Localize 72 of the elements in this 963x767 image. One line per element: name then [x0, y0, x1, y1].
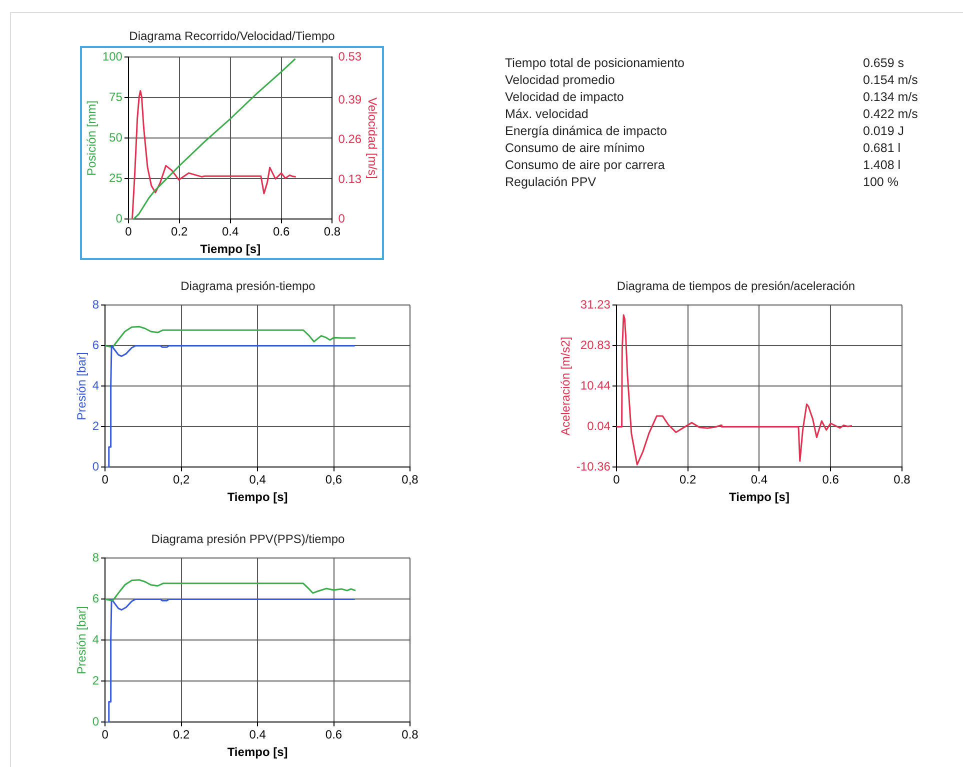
text: Máx. velocidad	[505, 107, 590, 121]
x-tick-label: 0,6	[325, 472, 342, 487]
text: Velocidad promedio	[505, 73, 616, 87]
x-axis-title: Tiempo [s]	[227, 490, 288, 504]
x-tick-label: 0.8	[402, 728, 419, 742]
y-tick-label: 0.04	[587, 419, 611, 434]
y-tick-label: 0	[92, 460, 100, 474]
x-tick-label: 0.6	[822, 472, 840, 487]
x-tick-label: 0.8	[324, 224, 341, 239]
text: 0.154 m/s	[863, 73, 919, 87]
x-axis-title: Tiempo [s]	[728, 490, 790, 504]
chart-title: Diagrama Recorrido/Velocidad/Tiempo	[128, 28, 336, 45]
y-tick-label: 20.83	[580, 338, 611, 352]
y-tick-label: 50	[109, 130, 123, 145]
text: Tiempo total de posicionamiento	[505, 56, 686, 70]
y-tick-label: 2	[92, 419, 100, 434]
x-tick-label: 0.4	[222, 224, 239, 239]
x-tick-label: 0,2	[172, 472, 190, 487]
x-tick-label: 0	[125, 224, 132, 239]
y-tick-label: 100	[102, 50, 123, 64]
text: 0.681 l	[863, 141, 902, 155]
y-tick-label: 10.44	[580, 378, 611, 392]
x-tick-label: 0	[613, 472, 620, 487]
y-axis-title: Presión [bar]	[74, 352, 89, 420]
chart-title: Diagrama presión-tiempo	[180, 278, 316, 295]
y-tick-label: 0	[92, 714, 100, 729]
y-axis-title: Posición [mm]	[84, 100, 99, 176]
y2-axis-title: Velocidad [m/s]	[365, 98, 380, 179]
text: Velocidad de impacto	[505, 90, 625, 104]
y-tick-label: -10.36	[576, 460, 611, 474]
y2-tick-label: 0.26	[338, 132, 362, 146]
x-tick-label: 0.6	[272, 224, 290, 239]
x-tick-label: 0,8	[402, 472, 419, 487]
y-tick-label: 6	[92, 338, 100, 352]
y-tick-label: 75	[109, 90, 123, 104]
x-tick-label: 0.2	[679, 472, 696, 487]
y-tick-label: 8	[92, 550, 100, 565]
text: 0.019 J	[863, 124, 906, 138]
y2-tick-label: 0.39	[338, 92, 362, 106]
y2-tick-label: 0	[338, 212, 346, 226]
y-axis-title: Aceleración [m/s2]	[558, 336, 573, 436]
y-axis-title: Presión [bar]	[74, 606, 89, 674]
chart-title: Diagrama de tiempos de presión/aceleración	[616, 278, 856, 295]
text: Regulación PPV	[505, 175, 598, 189]
x-tick-label: 0.2	[171, 224, 188, 239]
x-axis-title: Tiempo [s]	[227, 745, 288, 760]
y-tick-label: 2	[92, 674, 100, 688]
y-tick-label: 25	[109, 171, 123, 186]
y-tick-label: 4	[92, 632, 100, 647]
y-tick-label: 31.23	[580, 298, 611, 312]
text: 0.659 s	[863, 56, 906, 70]
text: Consumo de aire mínimo	[505, 141, 646, 155]
x-tick-label: 0,4	[249, 472, 266, 487]
text: 0.422 m/s	[863, 107, 919, 121]
text: 100 %	[863, 175, 900, 189]
y-tick-label: 0	[116, 212, 123, 226]
text: Consumo de aire por carrera	[505, 158, 666, 172]
x-tick-label: 0.6	[325, 728, 342, 742]
x-tick-label: 0.8	[894, 472, 911, 487]
text: Energía dinámica de impacto	[505, 124, 668, 138]
chart-title: Diagrama presión PPV(PPS)/tiempo	[150, 531, 346, 548]
y-tick-label: 6	[92, 592, 100, 606]
x-tick-label: 0.4	[249, 728, 266, 742]
y-tick-label: 8	[92, 298, 100, 312]
y2-tick-label: 0.13	[338, 172, 362, 186]
x-tick-label: 0.2	[172, 728, 190, 742]
text: 1.408 l	[863, 158, 902, 172]
y-tick-label: 4	[92, 378, 100, 393]
text: 0.134 m/s	[863, 90, 919, 104]
x-tick-label: 0.4	[750, 472, 768, 487]
y2-tick-label: 0.53	[338, 50, 362, 64]
x-axis-title: Tiempo [s]	[200, 242, 261, 256]
